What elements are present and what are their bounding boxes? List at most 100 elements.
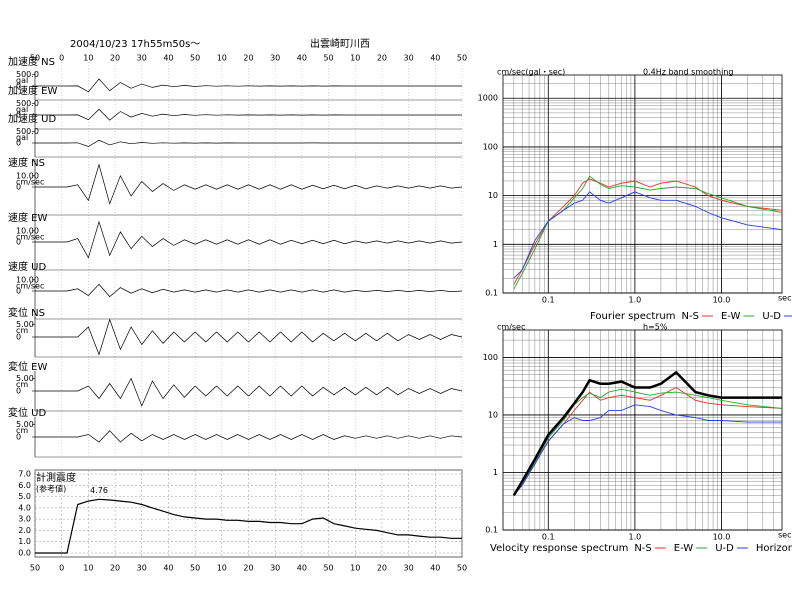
waveform	[35, 108, 462, 121]
x-unit-label: sec	[778, 294, 792, 303]
waveform	[35, 318, 463, 356]
legend-label: U-D	[762, 311, 781, 322]
time-tick-label: 50	[457, 54, 467, 63]
time-tick-label: 0	[59, 564, 64, 573]
time-tick-label: 40	[430, 564, 440, 573]
time-tick-label: 30	[270, 564, 280, 573]
y-tick-label: 0	[16, 111, 21, 120]
time-tick-label: 20	[110, 564, 120, 573]
unit-label: cm	[16, 380, 28, 389]
unit-label: gal	[16, 105, 28, 114]
time-tick-label: 40	[163, 564, 173, 573]
y-tick-label: 1	[493, 240, 498, 249]
unit-label: cm/sec(gal・sec)	[497, 68, 565, 77]
trace-title: 速度 NS	[8, 156, 45, 169]
time-tick-label: 50	[323, 54, 333, 63]
y-tick-label: 0	[16, 183, 21, 192]
x-tick-label: 1.0	[629, 533, 642, 542]
y-tick-label: 0.1	[485, 289, 498, 298]
unit-label: cm	[16, 326, 28, 335]
unit-label: gal	[16, 76, 28, 85]
waveform	[35, 163, 463, 205]
spectrum-line	[513, 191, 783, 279]
trace-title: 速度 EW	[8, 211, 47, 224]
station-name: 出雲崎町川西	[310, 37, 370, 50]
x-tick-label: 10.0	[713, 296, 731, 305]
legend-label: E-W	[721, 311, 741, 322]
note-label: h=5%	[643, 323, 668, 332]
x-unit-label: sec	[778, 531, 792, 540]
unit-label: gal	[16, 133, 28, 142]
legend-label: Horizon	[756, 543, 792, 554]
time-tick-label: 10	[83, 54, 93, 63]
y-tick-label: 0.1	[485, 526, 498, 535]
time-tick-label: 50	[323, 564, 333, 573]
y-tick-label: 0.0	[18, 549, 31, 558]
time-tick-label: 30	[137, 54, 147, 63]
unit-label: cm/sec	[16, 232, 44, 241]
waveform	[35, 377, 463, 407]
y-tick-label: 0	[16, 287, 21, 296]
time-tick-label: 30	[137, 564, 147, 573]
unit-label: cm	[16, 426, 28, 435]
legend-label: U-D	[715, 543, 734, 554]
time-tick-label: 10	[83, 564, 93, 573]
y-tick-label: 0	[16, 238, 21, 247]
spectrum-line	[513, 175, 783, 290]
y-tick-label: 100	[483, 353, 498, 362]
x-tick-label: 10.0	[713, 533, 731, 542]
trace-title: 変位 UD	[8, 406, 46, 419]
x-tick-label: 1.0	[629, 296, 642, 305]
y-tick-label: 2.0	[18, 526, 31, 535]
x-tick-label: 0.1	[542, 296, 555, 305]
y-tick-label: 4.0	[18, 503, 31, 512]
unit-label: cm/sec	[16, 281, 44, 290]
note-label: 0.4Hz band smoothing	[643, 68, 733, 77]
time-tick-label: 10	[350, 54, 360, 63]
y-tick-label: 100	[483, 142, 498, 151]
unit-label: cm/sec	[16, 177, 44, 186]
time-tick-label: 40	[297, 54, 307, 63]
trace-title: 加速度 NS	[8, 55, 55, 68]
y-tick-label: 0	[16, 387, 21, 396]
y-tick-label: 1000	[478, 94, 498, 103]
trace-title: 加速度 UD	[8, 112, 56, 125]
y-tick-label: 500.0	[16, 99, 39, 108]
y-tick-label: 5.00	[16, 420, 34, 429]
time-tick-label: 40	[430, 54, 440, 63]
y-tick-label: 5.0	[18, 492, 31, 501]
y-tick-label: 0	[16, 333, 21, 342]
time-tick-label: 10	[350, 564, 360, 573]
time-tick-label: 20	[377, 54, 387, 63]
waveform	[35, 220, 463, 259]
time-tick-label: 20	[243, 54, 253, 63]
time-tick-label: 50	[190, 54, 200, 63]
time-tick-label: 50	[190, 564, 200, 573]
time-tick-label: 40	[163, 54, 173, 63]
y-tick-label: 10	[488, 191, 498, 200]
time-tick-label: 50	[30, 564, 40, 573]
y-tick-label: 0	[16, 433, 21, 442]
y-tick-label: 3.0	[18, 515, 31, 524]
time-tick-label: 0	[59, 54, 64, 63]
x-tick-label: 0.1	[542, 533, 555, 542]
legend-title: Fourier spectrum	[590, 311, 676, 322]
spectrum-line	[513, 178, 783, 285]
y-tick-label: 7.0	[18, 470, 31, 479]
spectrum-line	[512, 370, 782, 497]
time-tick-label: 40	[297, 564, 307, 573]
y-tick-label: 1.0	[18, 537, 31, 546]
y-tick-label: 500.0	[16, 127, 39, 136]
legend-label: N-S	[634, 543, 651, 554]
time-tick-label: 50	[30, 54, 40, 63]
spectrum-line	[513, 404, 782, 496]
unit-label: cm/sec	[497, 323, 525, 332]
waveform	[35, 283, 463, 298]
intensity-subtitle: (参考値)	[36, 484, 66, 494]
y-tick-label: 5.00	[16, 320, 34, 329]
time-tick-label: 20	[377, 564, 387, 573]
time-tick-label: 30	[404, 564, 414, 573]
time-tick-label: 30	[404, 54, 414, 63]
legend-title: Velocity response spectrum	[490, 543, 628, 554]
y-tick-label: 10.00	[16, 171, 39, 180]
